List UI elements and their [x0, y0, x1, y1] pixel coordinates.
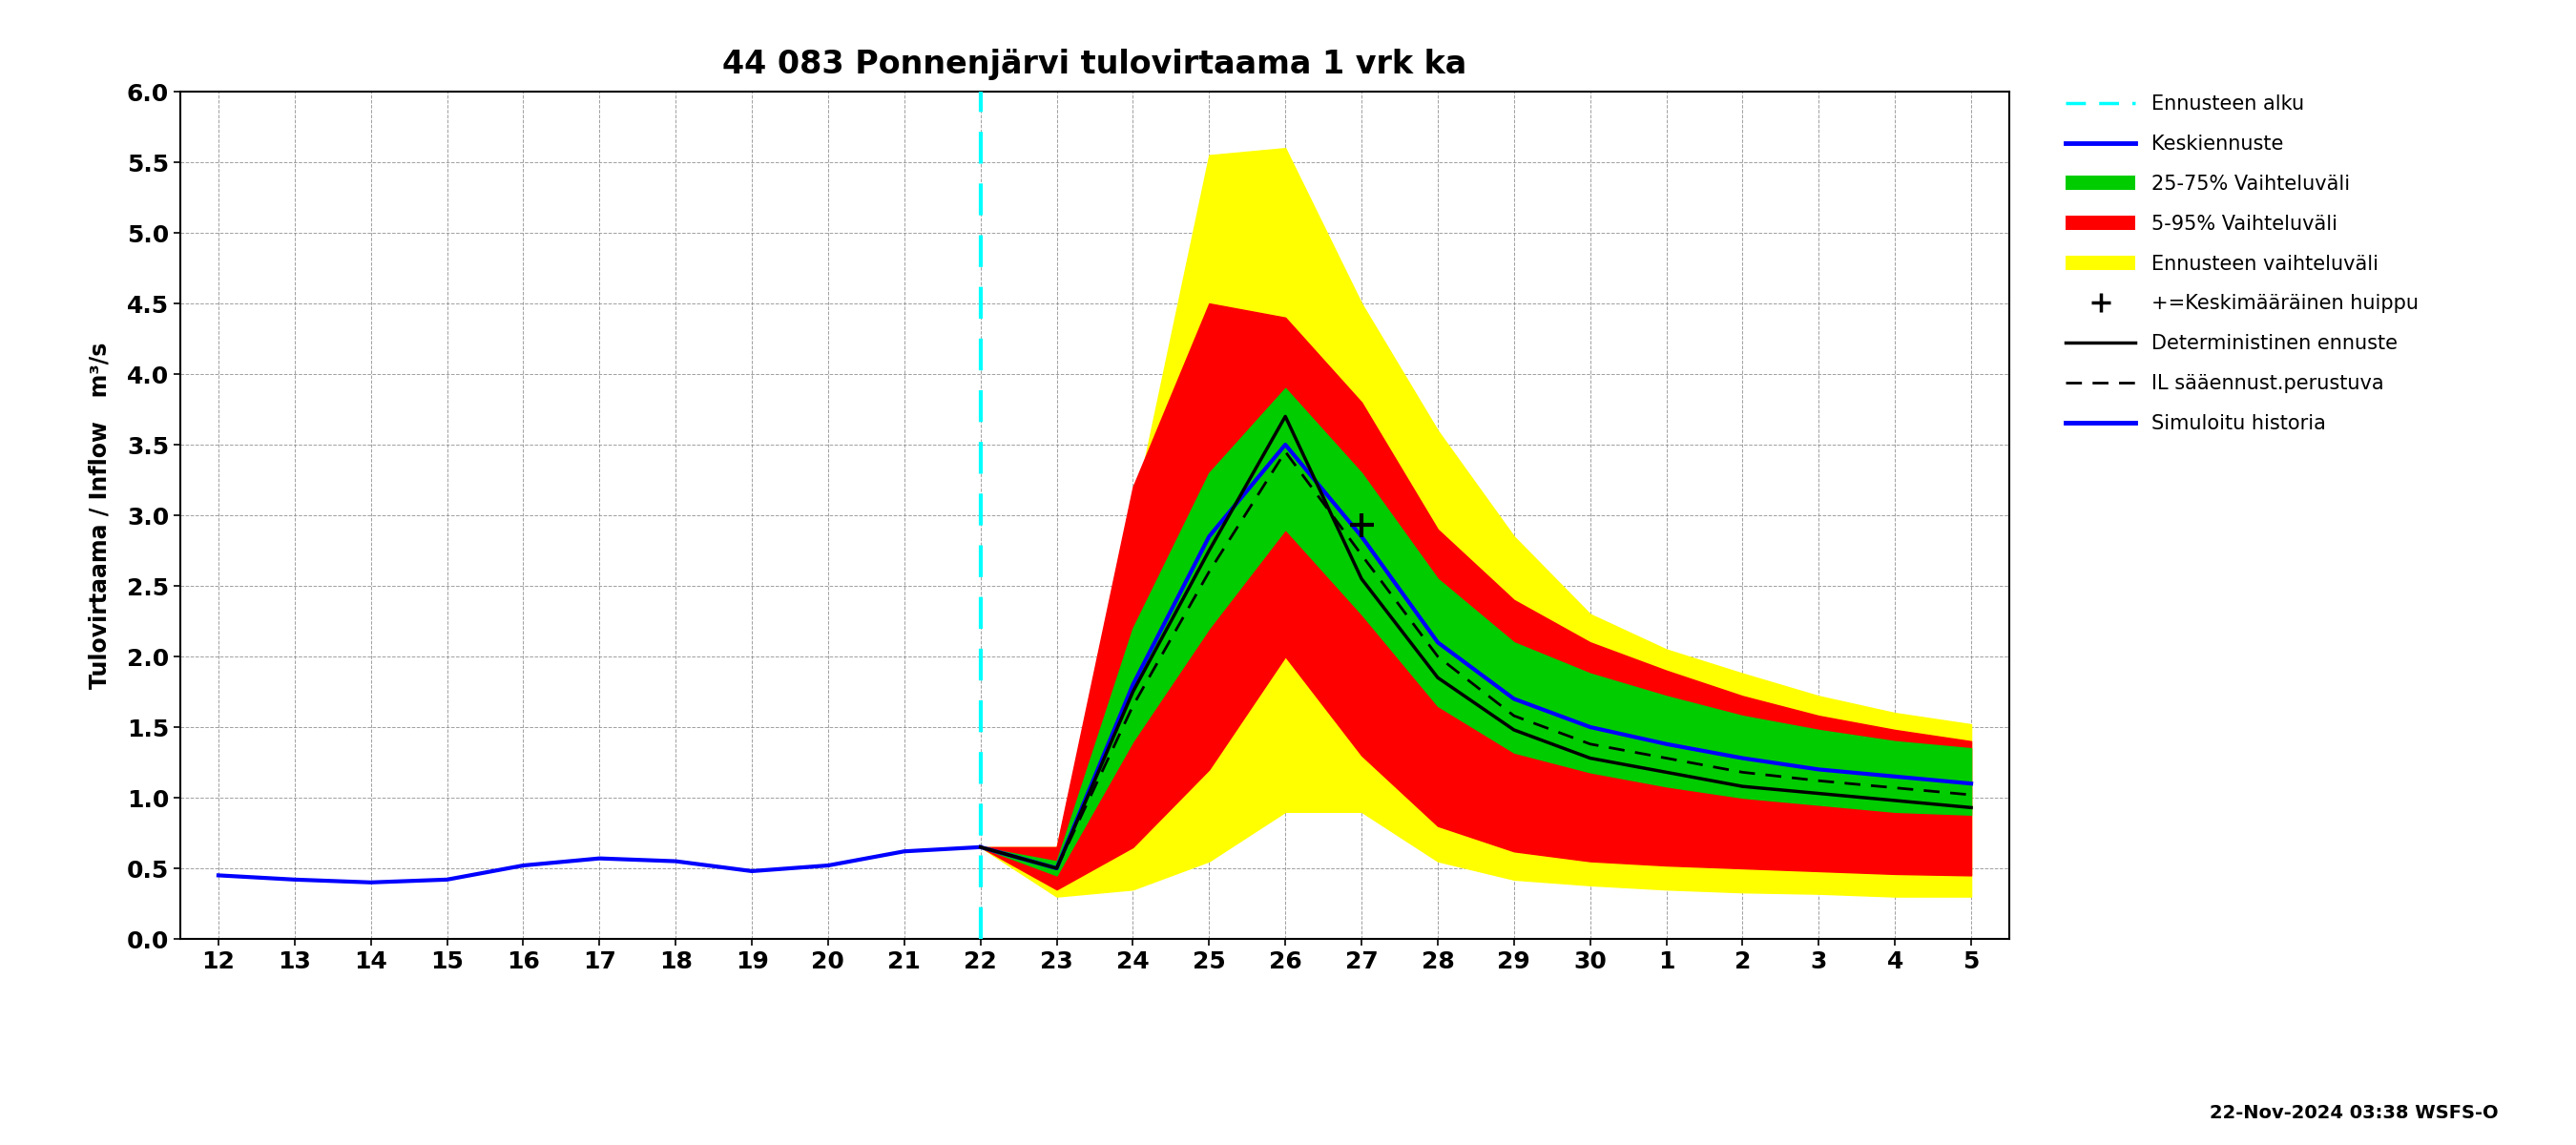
Y-axis label: Tulovirtaama / Inflow   m³/s: Tulovirtaama / Inflow m³/s: [88, 342, 111, 688]
Title: 44 083 Ponnenjärvi tulovirtaama 1 vrk ka: 44 083 Ponnenjärvi tulovirtaama 1 vrk ka: [724, 48, 1466, 80]
Text: 22-Nov-2024 03:38 WSFS-O: 22-Nov-2024 03:38 WSFS-O: [2210, 1104, 2499, 1122]
Legend: Ennusteen alku, Keskiennuste, 25-75% Vaihteluväli, 5-95% Vaihteluväli, Ennusteen: Ennusteen alku, Keskiennuste, 25-75% Vai…: [2056, 85, 2429, 443]
